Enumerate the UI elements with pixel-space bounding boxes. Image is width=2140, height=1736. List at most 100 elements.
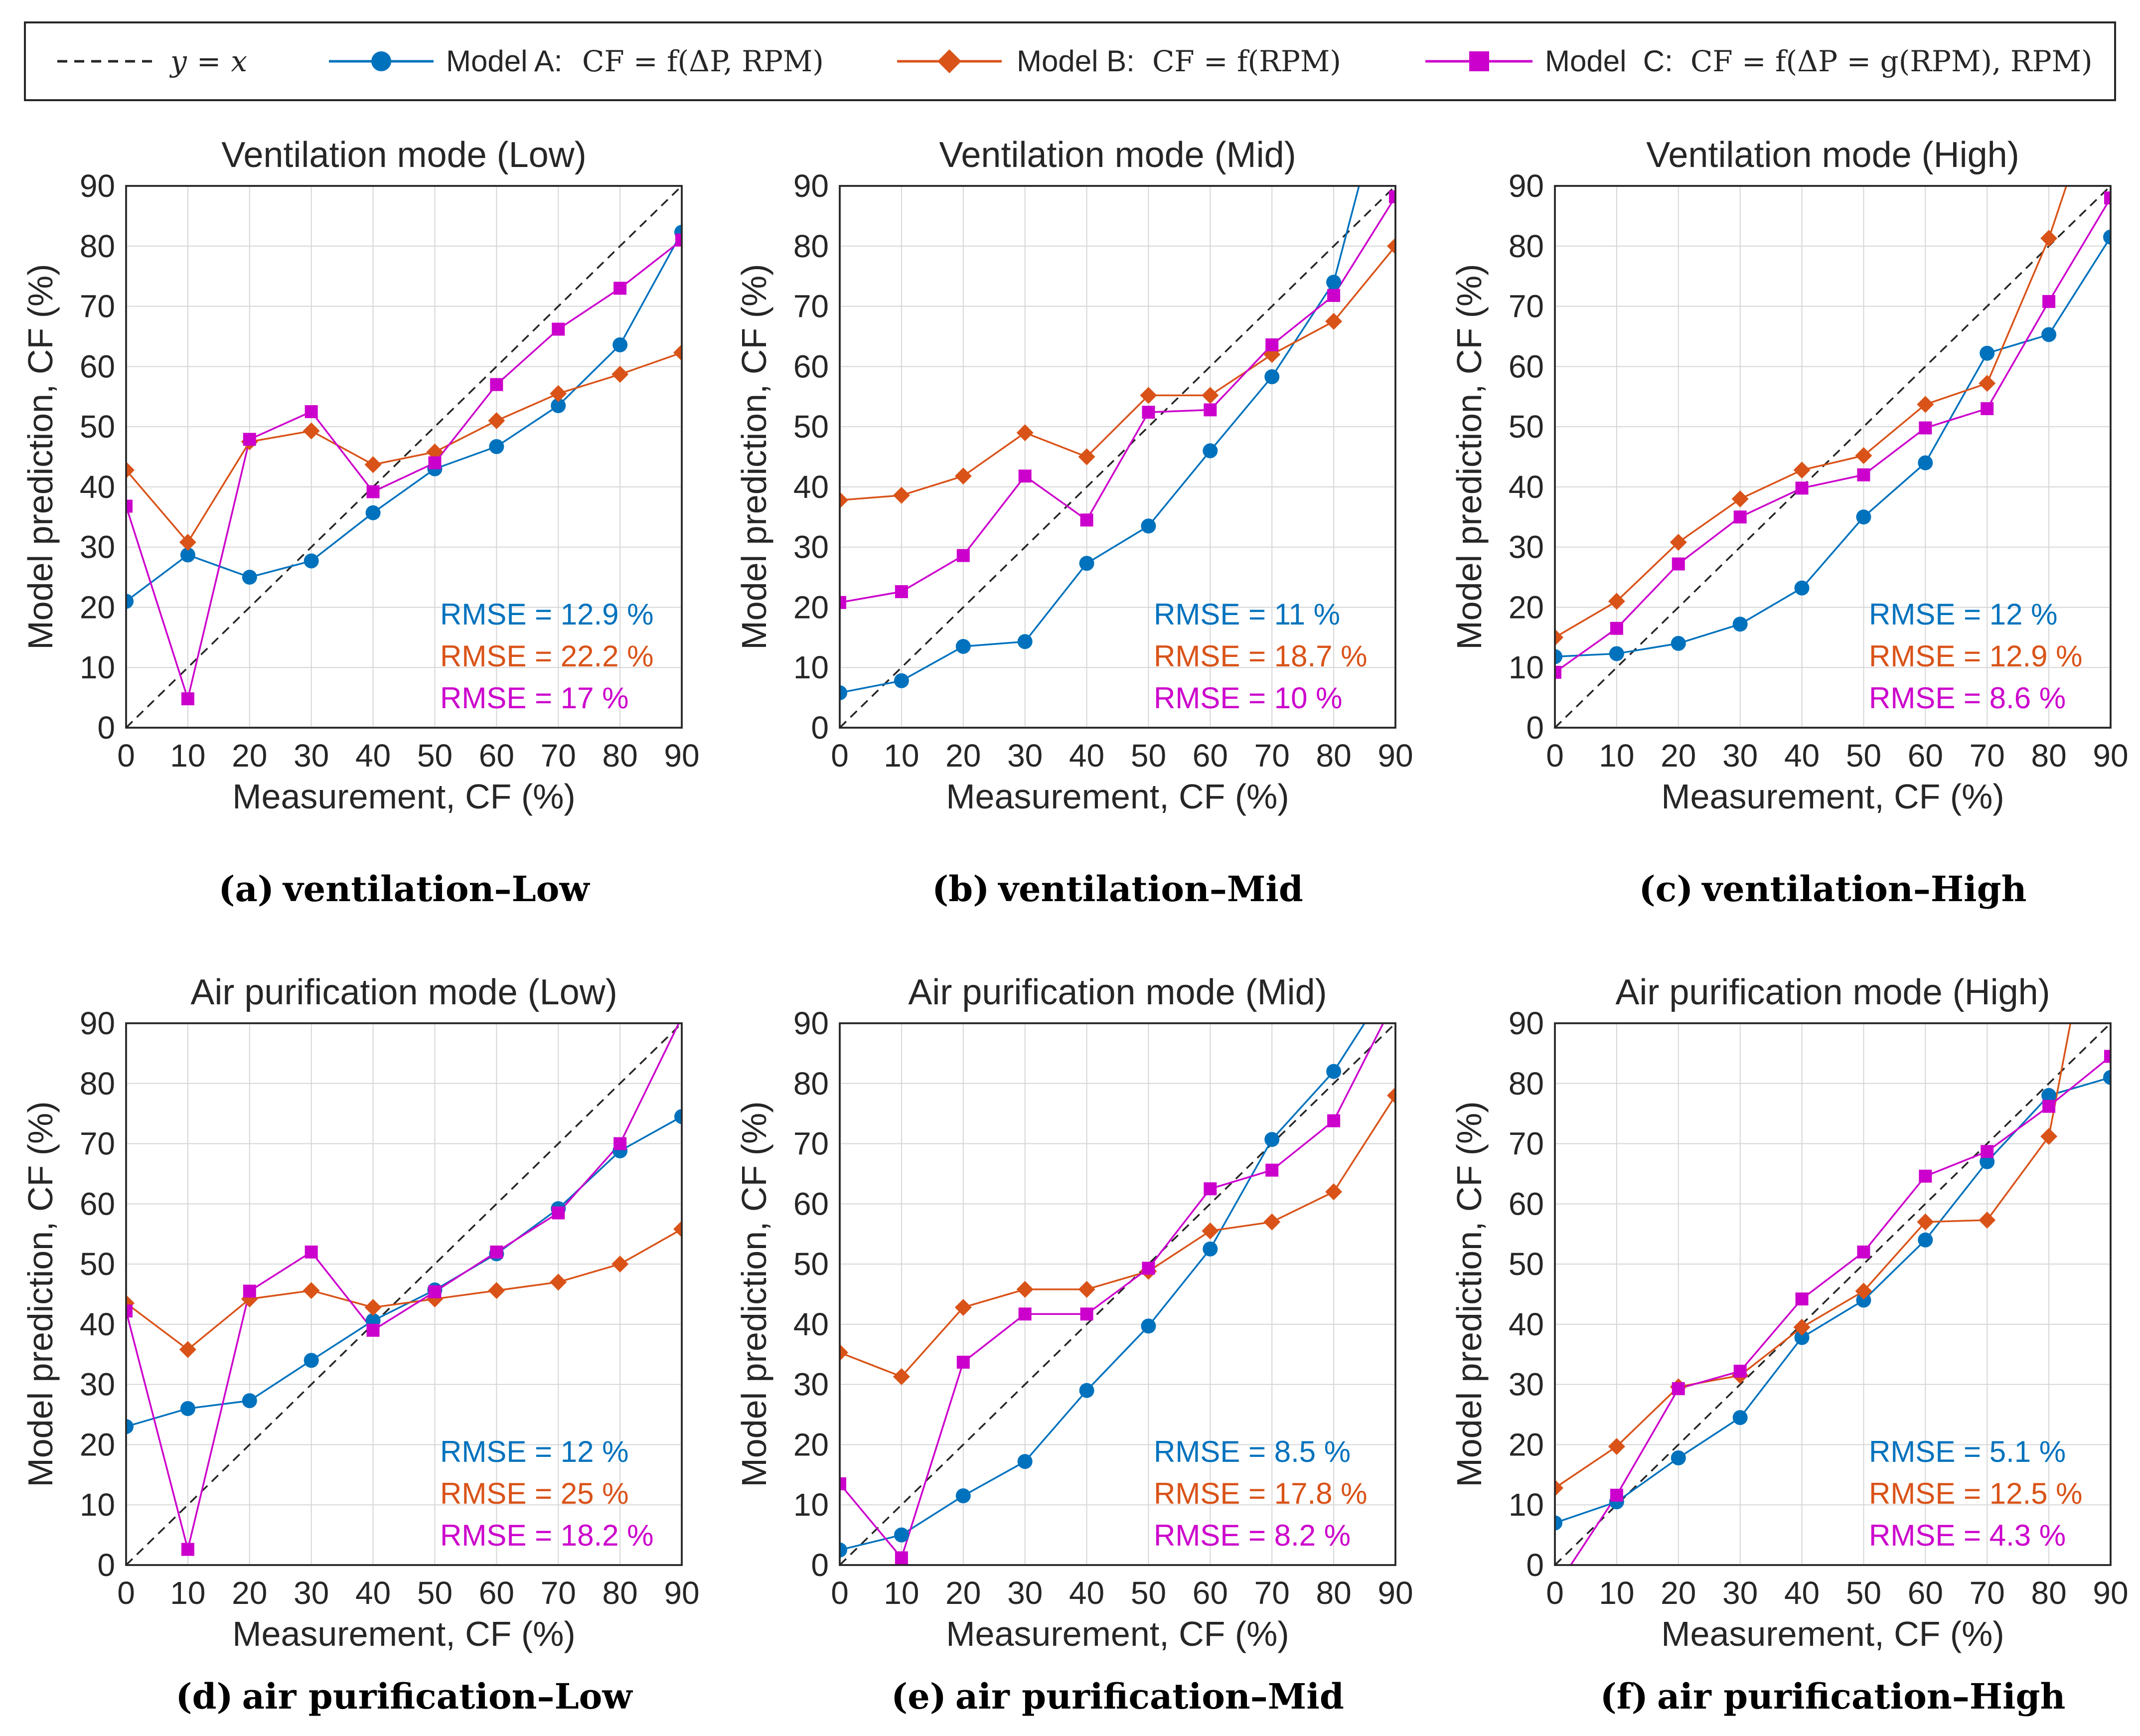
y-tick-label: 60 <box>80 1186 115 1222</box>
model-c-point <box>1327 1114 1341 1127</box>
model-a-point <box>1794 580 1810 596</box>
y-tick-label: 70 <box>80 289 115 324</box>
rmse-model-a: RMSE = 8.5 % <box>1154 1435 1351 1468</box>
rmse-model-b: RMSE = 22.2 % <box>440 639 654 673</box>
model-c-point <box>613 282 627 295</box>
model-c-point <box>2042 295 2056 308</box>
x-tick-label: 70 <box>1970 738 2005 774</box>
chart-panel-3: 0 10 20 30 40 50 60 70 80 90 0 10 20 30 40 50 60 70 80 90 RM… <box>1450 135 2129 910</box>
legend-model-c-prefix: Model C: <box>1545 44 1673 78</box>
model-c-line <box>840 196 1395 604</box>
model-b-point <box>1979 375 1996 392</box>
model-a-point <box>551 398 566 413</box>
model-b-point <box>488 412 505 430</box>
model-b-point <box>1608 593 1625 610</box>
y-axis-label: Model prediction, CF (%) <box>1450 264 1489 649</box>
legend-identity-y: y <box>169 44 187 78</box>
model-b-point <box>673 344 682 361</box>
model-c-point <box>1610 622 1623 635</box>
x-tick-label: 80 <box>603 738 638 774</box>
x-tick-label: 50 <box>1846 738 1881 774</box>
panel-caption: (c) ventilation–High <box>1639 868 2027 910</box>
y-tick-label: 20 <box>793 1426 829 1462</box>
caption-letter: (f) <box>1600 1676 1648 1717</box>
identity-line <box>1555 1023 2111 1565</box>
model-a-point <box>1671 1450 1686 1466</box>
rmse-model-c: RMSE = 4.3 % <box>1869 1519 2066 1552</box>
y-tick-label: 90 <box>1509 168 1544 204</box>
model-a-point <box>894 1527 909 1543</box>
model-c-point <box>552 1206 565 1220</box>
x-tick-label: 80 <box>2031 1575 2067 1611</box>
x-tick-label: 70 <box>1254 1575 1290 1611</box>
model-b-point <box>840 1344 848 1361</box>
model-a-point <box>1980 345 1995 361</box>
model-c-point <box>1733 510 1747 524</box>
model-c-point <box>1018 470 1032 483</box>
model-c-point <box>126 1304 133 1318</box>
model-a-line <box>840 186 1360 694</box>
model-b-point <box>488 1282 505 1299</box>
y-tick-label: 10 <box>1509 649 1544 685</box>
model-c-point <box>1142 406 1155 419</box>
model-b-point <box>840 491 848 509</box>
identity-line <box>126 186 682 728</box>
model-a-point <box>1555 649 1562 664</box>
y-tick-label: 10 <box>793 649 829 685</box>
y-tick-label: 30 <box>1509 529 1544 565</box>
model-a-point <box>1732 1410 1748 1425</box>
model-b-point <box>1387 1087 1395 1104</box>
model-c-point <box>1981 1145 1994 1158</box>
model-a-point <box>365 505 381 520</box>
model-b-point <box>364 1299 382 1316</box>
y-tick-label: 80 <box>1509 228 1544 264</box>
model-c-point <box>956 549 970 562</box>
model-a-point <box>612 337 628 352</box>
model-a-point <box>126 594 134 609</box>
model-b-line <box>840 245 1395 501</box>
x-tick-label: 40 <box>355 738 391 774</box>
caption-text: air purification–Low <box>242 1676 633 1717</box>
model-c-point <box>2104 191 2111 205</box>
x-tick-label: 10 <box>170 1575 205 1611</box>
legend-model-a-marker <box>371 51 391 71</box>
caption-letter: (d) <box>175 1676 233 1717</box>
model-b-point <box>1855 1282 1872 1300</box>
model-b-point <box>364 456 382 473</box>
legend-model-b-formula: CF = f(RPM) <box>1152 44 1341 78</box>
model-b-point <box>1555 629 1563 646</box>
model-b-point <box>2040 1128 2058 1145</box>
y-tick-label: 40 <box>793 1306 829 1342</box>
x-tick-label: 60 <box>1908 738 1943 774</box>
plot-series <box>1555 186 2111 728</box>
x-tick-label: 0 <box>1546 1575 1564 1611</box>
model-c-point <box>490 378 503 391</box>
model-b-point <box>1016 1280 1034 1298</box>
model-a-point <box>489 439 504 454</box>
x-tick-label: 40 <box>1069 1575 1104 1611</box>
chart-panel-4: 0 10 20 30 40 50 60 70 80 90 0 10 20 30 40 50 60 70 80 90 RM… <box>21 972 700 1717</box>
chart-title: Air purification mode (Mid) <box>908 972 1327 1012</box>
model-b-point <box>1016 424 1034 442</box>
x-tick-label: 0 <box>831 738 849 774</box>
y-tick-label: 0 <box>1526 710 1544 746</box>
y-tick-label: 30 <box>80 1367 115 1403</box>
model-b-point <box>550 1273 567 1291</box>
x-tick-label: 40 <box>355 1575 391 1611</box>
y-tick-label: 20 <box>793 589 829 625</box>
model-b-point <box>1325 313 1343 330</box>
caption-letter: (e) <box>891 1676 946 1717</box>
model-c-point <box>305 1245 318 1259</box>
y-tick-label: 40 <box>793 469 829 505</box>
model-c-point <box>126 499 133 513</box>
x-tick-label: 90 <box>1377 738 1413 774</box>
rmse-model-a: RMSE = 11 % <box>1154 598 1340 631</box>
y-tick-label: 90 <box>793 1005 829 1041</box>
model-c-point <box>1795 1292 1809 1306</box>
x-tick-label: 40 <box>1784 1575 1820 1611</box>
x-tick-label: 20 <box>1661 1575 1696 1611</box>
model-b-point <box>126 462 135 479</box>
model-b-point <box>1731 490 1749 508</box>
x-tick-label: 20 <box>945 1575 981 1611</box>
